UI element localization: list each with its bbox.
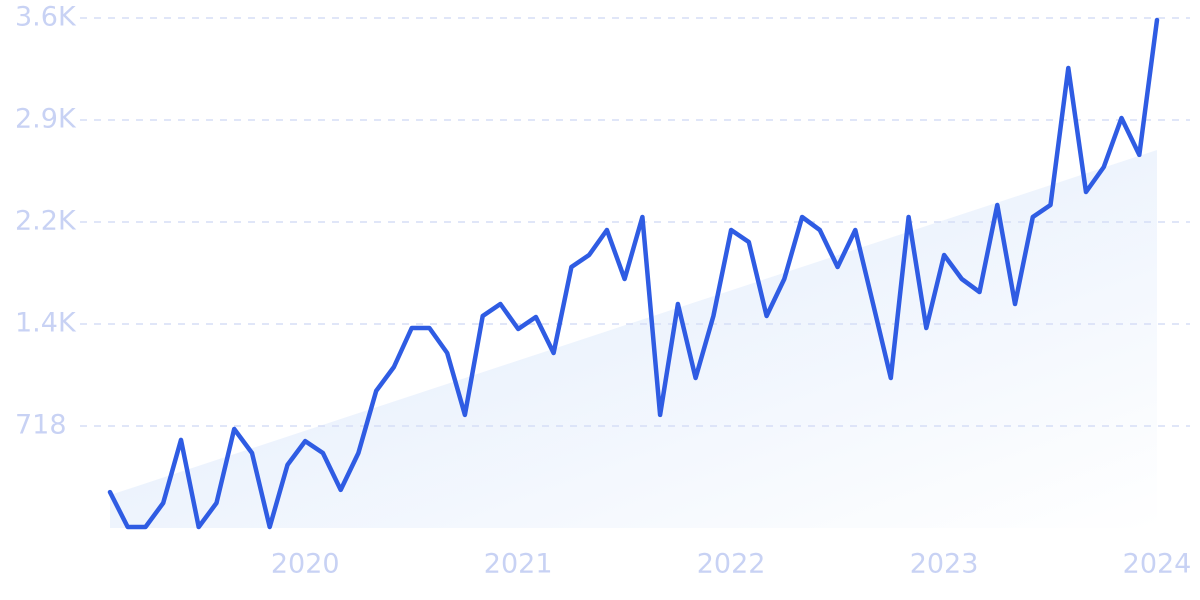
y-tick-label: 718	[15, 410, 67, 441]
x-tick-label: 2022	[697, 549, 766, 580]
x-tick-label: 2021	[484, 549, 553, 580]
x-tick-label: 2020	[271, 549, 340, 580]
x-tick-label: 2023	[910, 549, 979, 580]
y-tick-label: 1.4K	[15, 308, 77, 339]
data-line	[107, 17, 1160, 530]
trend-area	[110, 149, 1157, 529]
x-tick-label: 2024	[1123, 549, 1192, 580]
y-tick-label: 3.6K	[15, 2, 77, 33]
y-tick-label: 2.9K	[15, 104, 77, 135]
y-tick-label: 2.2K	[15, 206, 77, 237]
